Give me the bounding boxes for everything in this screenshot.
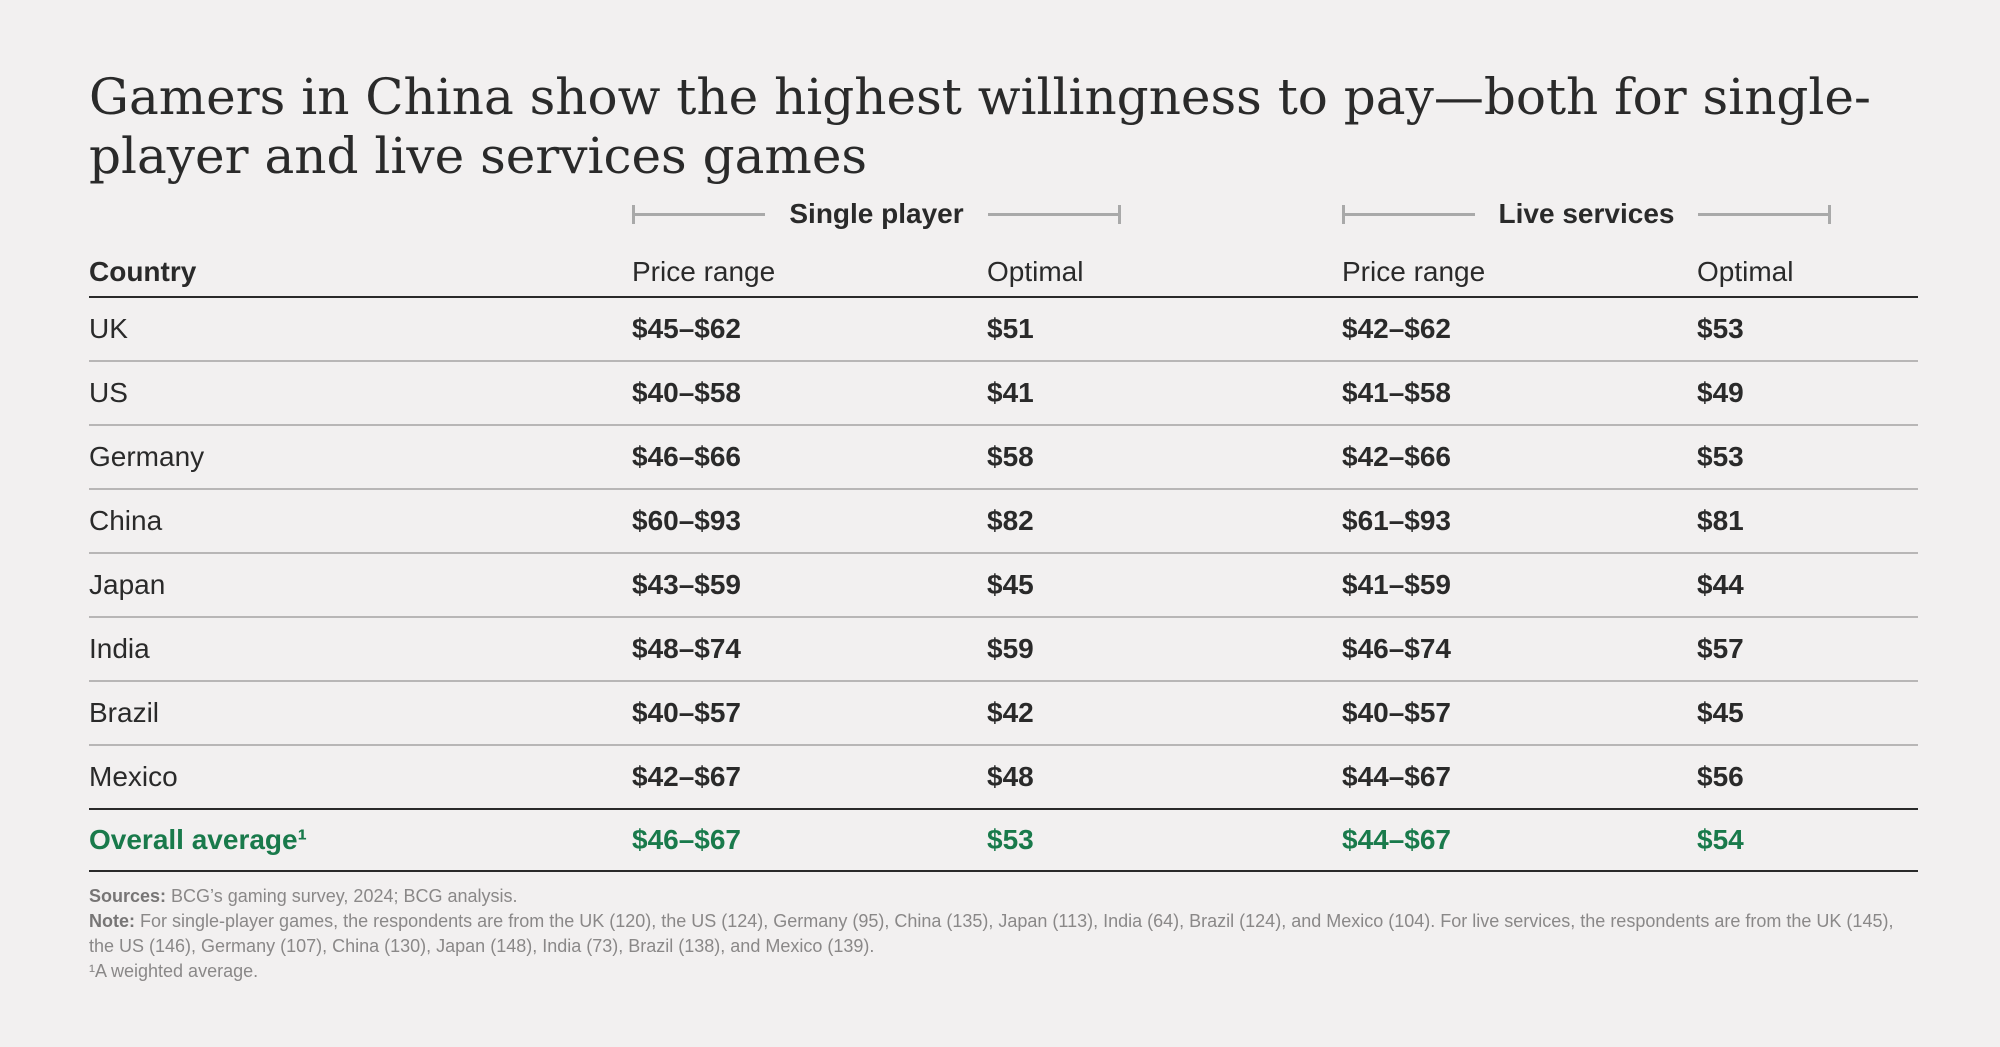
country-cell: Brazil (89, 697, 160, 728)
sp-range-cell: $43–$59 (632, 569, 742, 600)
chart-title: Gamers in China show the highest willing… (89, 68, 1871, 185)
country-cell: India (89, 633, 150, 664)
average-label: Overall average¹ (89, 824, 307, 855)
group-label-live-services: Live services (1498, 198, 1675, 229)
ls-range-cell: $61–$93 (1342, 505, 1452, 536)
ls-optimal-cell: $49 (1697, 377, 1744, 408)
ls-optimal-cell: $81 (1697, 505, 1744, 536)
table-row: China $60–$93 $82 $61–$93 $81 (89, 490, 1918, 554)
overall-average-row: Overall average¹ $46–$67 $53 $44–$67 $54 (89, 810, 1918, 872)
group-header-live-services: Live services (1342, 194, 1832, 234)
sp-optimal-cell: $42 (987, 697, 1034, 728)
bracket-line-right (1698, 204, 1832, 224)
average-ls-range: $44–$67 (1342, 824, 1452, 855)
sp-range-cell: $42–$67 (632, 761, 742, 792)
sp-range-cell: $60–$93 (632, 505, 742, 536)
ls-range-cell: $46–$74 (1342, 633, 1452, 664)
average-sp-range: $46–$67 (632, 824, 742, 855)
sources-line: Sources: BCG’s gaming survey, 2024; BCG … (89, 884, 1919, 909)
ls-range-cell: $41–$58 (1342, 377, 1452, 408)
note-line: Note: For single-player games, the respo… (89, 909, 1919, 959)
bracket-line-right (987, 204, 1122, 224)
sources-text: BCG’s gaming survey, 2024; BCG analysis. (166, 886, 518, 906)
header-sp-price-range: Price range (632, 256, 776, 287)
sp-range-cell: $40–$57 (632, 697, 742, 728)
sp-range-cell: $45–$62 (632, 313, 742, 344)
ls-optimal-cell: $53 (1697, 313, 1744, 344)
table-row: India $48–$74 $59 $46–$74 $57 (89, 618, 1918, 682)
sp-optimal-cell: $41 (987, 377, 1034, 408)
ls-optimal-cell: $53 (1697, 441, 1744, 472)
country-cell: Germany (89, 441, 205, 472)
table-header-row: Country Price range Optimal Price range … (89, 248, 1918, 298)
footnotes: Sources: BCG’s gaming survey, 2024; BCG … (89, 884, 1919, 984)
sp-range-cell: $48–$74 (632, 633, 742, 664)
ls-optimal-cell: $57 (1697, 633, 1744, 664)
header-country: Country (89, 256, 197, 287)
ls-range-cell: $42–$62 (1342, 313, 1452, 344)
sp-optimal-cell: $48 (987, 761, 1034, 792)
table-row: Brazil $40–$57 $42 $40–$57 $45 (89, 682, 1918, 746)
average-ls-optimal: $54 (1697, 824, 1744, 855)
ls-optimal-cell: $56 (1697, 761, 1744, 792)
sp-range-cell: $40–$58 (632, 377, 742, 408)
bracket-line-left (1342, 204, 1475, 224)
sp-optimal-cell: $51 (987, 313, 1034, 344)
ls-optimal-cell: $45 (1697, 697, 1744, 728)
sp-optimal-cell: $59 (987, 633, 1034, 664)
ls-range-cell: $41–$59 (1342, 569, 1452, 600)
table-row: US $40–$58 $41 $41–$58 $49 (89, 362, 1918, 426)
price-table: Country Price range Optimal Price range … (89, 248, 1918, 872)
country-cell: US (89, 377, 128, 408)
country-cell: Mexico (89, 761, 178, 792)
sp-optimal-cell: $58 (987, 441, 1034, 472)
country-cell: China (89, 505, 163, 536)
ls-optimal-cell: $44 (1697, 569, 1744, 600)
sources-label: Sources: (89, 886, 167, 906)
header-sp-optimal: Optimal (987, 256, 1084, 287)
ls-range-cell: $42–$66 (1342, 441, 1452, 472)
note-text: For single-player games, the respondents… (89, 911, 1894, 956)
header-ls-price-range: Price range (1342, 256, 1486, 287)
note-label: Note: (89, 911, 135, 931)
header-ls-optimal: Optimal (1697, 256, 1794, 287)
group-header-single-player: Single player (632, 194, 1122, 234)
table-row: Mexico $42–$67 $48 $44–$67 $56 (89, 746, 1918, 810)
country-cell: Japan (89, 569, 166, 600)
bracket-line-left (632, 204, 766, 224)
table-row: Japan $43–$59 $45 $41–$59 $44 (89, 554, 1918, 618)
ls-range-cell: $44–$67 (1342, 761, 1452, 792)
table-row: UK $45–$62 $51 $42–$62 $53 (89, 298, 1918, 362)
average-sp-optimal: $53 (987, 824, 1034, 855)
sp-optimal-cell: $82 (987, 505, 1034, 536)
sp-range-cell: $46–$66 (632, 441, 742, 472)
group-label-single-player: Single player (789, 198, 964, 229)
footnote-line: ¹A weighted average. (89, 961, 259, 981)
sp-optimal-cell: $45 (987, 569, 1034, 600)
table-row: Germany $46–$66 $58 $42–$66 $53 (89, 426, 1918, 490)
ls-range-cell: $40–$57 (1342, 697, 1452, 728)
country-cell: UK (89, 313, 128, 344)
